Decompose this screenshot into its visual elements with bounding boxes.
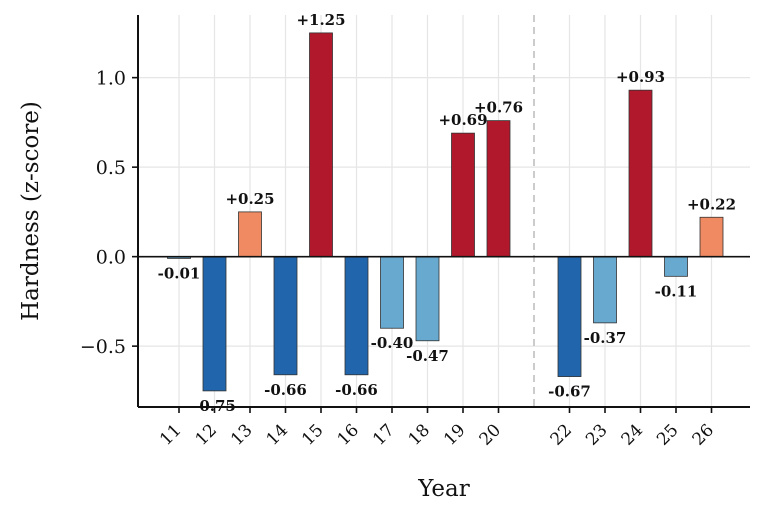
- x-tick-label-14: 14: [263, 420, 292, 449]
- bar-24: [628, 89, 653, 258]
- bar-label-26: +0.22: [687, 195, 736, 213]
- x-tick-label-12: 12: [192, 420, 221, 449]
- x-ticks: 11 12 13 14 15 16 17 18 19 20 22 23 24 25 26: [156, 407, 718, 450]
- bar-value-labels: -0.01 -0.75 +0.25 -0.66 +1.25 -0.66 -0.40-0.47…: [158, 11, 736, 415]
- bar-label-25: -0.11: [655, 282, 698, 300]
- x-tick-label-15: 15: [298, 420, 327, 449]
- bar-label-24: +0.93: [616, 68, 665, 86]
- bar-label-18: -0.47: [406, 347, 449, 365]
- bar-label-19: +0.69: [438, 111, 487, 129]
- bar-14: [273, 256, 298, 376]
- x-tick-label-19: 19: [440, 420, 469, 449]
- bar-16: [344, 256, 369, 376]
- bars: [167, 32, 724, 392]
- x-tick-label-25: 25: [653, 420, 682, 449]
- x-tick-label-24: 24: [618, 420, 647, 449]
- x-tick-label-26: 26: [689, 420, 718, 449]
- x-tick-label-23: 23: [582, 420, 611, 449]
- bar-label-12: -0.75: [193, 397, 236, 415]
- bar-20: [486, 120, 511, 258]
- x-tick-label-18: 18: [405, 420, 434, 449]
- axes: [137, 15, 750, 408]
- bar-22: [557, 256, 582, 377]
- bar-label-14: -0.66: [264, 381, 307, 399]
- bar-12: [202, 256, 227, 392]
- y-tick-label: −0.5: [80, 336, 126, 358]
- y-tick-label: 0.5: [96, 157, 126, 179]
- bar-label-16: -0.66: [335, 381, 378, 399]
- x-tick-label-17: 17: [369, 420, 398, 449]
- bar-label-23: -0.37: [584, 329, 627, 347]
- bar-label-13: +0.25: [225, 190, 274, 208]
- y-tick-label: 0.0: [96, 247, 126, 269]
- y-tick-label: 1.0: [96, 68, 126, 90]
- x-tick-label-22: 22: [547, 420, 576, 449]
- x-tick-label-20: 20: [476, 420, 505, 449]
- bar-label-20: +0.76: [474, 99, 523, 117]
- bar-19: [451, 132, 475, 258]
- y-ticks: −0.5 0.0 0.5 1.0: [80, 68, 138, 358]
- bar-26: [699, 216, 724, 258]
- bar-15: [309, 32, 333, 258]
- bar-label-22: -0.67: [548, 383, 591, 401]
- bar-label-15: +1.25: [296, 11, 345, 29]
- bar-17: [380, 256, 404, 329]
- bar-18: [415, 256, 440, 342]
- y-axis-title: Hardness (z-score): [18, 101, 44, 321]
- x-tick-label-11: 11: [156, 420, 185, 449]
- bar-25: [664, 256, 688, 277]
- bar-label-17: -0.40: [371, 334, 414, 352]
- x-axis-title: Year: [417, 476, 470, 502]
- bar-23: [593, 256, 617, 324]
- bar-label-11: -0.01: [158, 264, 201, 282]
- bar-13: [238, 211, 262, 258]
- x-tick-label-16: 16: [334, 420, 363, 449]
- x-tick-label-13: 13: [227, 420, 256, 449]
